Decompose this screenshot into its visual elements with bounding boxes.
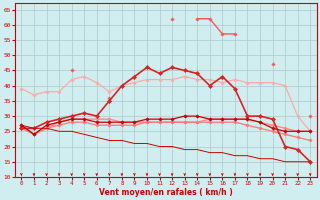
X-axis label: Vent moyen/en rafales ( km/h ): Vent moyen/en rafales ( km/h )	[99, 188, 233, 197]
